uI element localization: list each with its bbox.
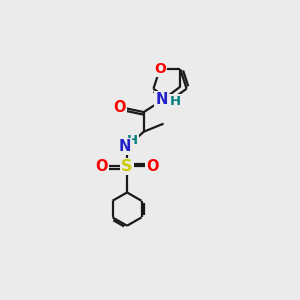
Text: O: O bbox=[114, 100, 126, 116]
Text: O: O bbox=[154, 62, 166, 76]
Text: N: N bbox=[155, 92, 168, 107]
Text: H: H bbox=[170, 95, 181, 108]
Text: N: N bbox=[118, 139, 131, 154]
Text: H: H bbox=[127, 134, 138, 147]
Text: S: S bbox=[121, 159, 133, 174]
Text: O: O bbox=[146, 159, 159, 174]
Text: O: O bbox=[95, 159, 108, 174]
